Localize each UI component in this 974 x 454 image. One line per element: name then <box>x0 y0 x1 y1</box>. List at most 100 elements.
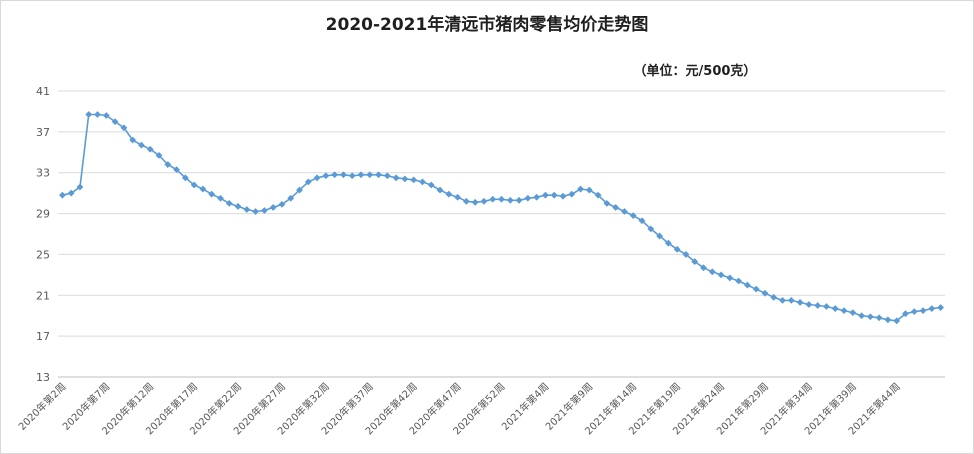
data-point <box>217 194 224 202</box>
data-point <box>260 207 268 214</box>
data-point <box>577 185 584 193</box>
y-tick-label: 17 <box>36 330 50 343</box>
data-point <box>173 166 180 174</box>
data-point <box>67 189 75 197</box>
data-point <box>129 136 137 144</box>
data-point <box>840 307 848 315</box>
data-point <box>638 217 646 225</box>
data-point <box>805 301 813 308</box>
data-point <box>58 191 66 199</box>
data-point <box>533 193 541 201</box>
data-point <box>111 118 119 126</box>
data-point <box>489 195 497 203</box>
data-point <box>787 296 795 304</box>
data-point <box>454 193 461 201</box>
data-point <box>919 307 927 315</box>
data-point <box>656 232 663 240</box>
data-point <box>814 302 822 309</box>
data-point <box>831 305 839 312</box>
data-point <box>910 308 918 316</box>
data-point <box>902 310 909 318</box>
data-point <box>208 190 216 198</box>
data-point <box>375 171 382 179</box>
data-point <box>893 317 901 325</box>
data-point <box>234 203 242 210</box>
data-point <box>427 181 435 189</box>
data-point <box>691 258 699 265</box>
y-tick-label: 21 <box>36 289 50 302</box>
data-point <box>568 190 576 198</box>
data-point <box>278 200 286 208</box>
data-point <box>858 312 865 320</box>
data-point <box>708 268 716 276</box>
data-point <box>673 245 681 253</box>
data-point <box>357 171 365 179</box>
data-point <box>647 225 655 233</box>
data-point <box>296 186 303 194</box>
data-point <box>559 192 567 200</box>
data-point <box>366 171 374 179</box>
data-point <box>542 191 549 199</box>
data-point <box>269 204 277 211</box>
data-point <box>612 204 620 211</box>
data-point <box>937 304 945 311</box>
data-point <box>796 299 804 306</box>
data-point <box>331 171 339 179</box>
data-point <box>252 208 259 215</box>
data-point <box>181 174 189 182</box>
data-point <box>392 174 400 182</box>
data-point <box>770 293 778 301</box>
data-point <box>85 111 93 118</box>
data-point <box>462 197 470 205</box>
data-point <box>524 194 532 202</box>
data-point <box>823 303 830 310</box>
data-point <box>199 185 207 193</box>
data-point <box>585 186 593 194</box>
data-point <box>190 181 198 189</box>
chart-title: 2020-2021年清远市猪肉零售均价走势图 <box>325 15 649 35</box>
data-point <box>664 239 672 247</box>
data-point <box>550 191 558 199</box>
series-line <box>62 113 941 322</box>
data-point <box>419 178 426 186</box>
data-point <box>120 124 128 132</box>
data-point <box>717 271 725 279</box>
data-point <box>779 296 786 304</box>
data-point <box>682 251 690 258</box>
data-point <box>726 274 734 282</box>
data-point <box>401 175 409 183</box>
y-tick-label: 33 <box>36 167 50 180</box>
data-point <box>94 111 101 118</box>
data-point <box>515 196 523 204</box>
data-point <box>621 208 628 215</box>
data-point <box>76 183 84 191</box>
data-point <box>383 172 391 180</box>
data-point <box>102 112 110 119</box>
data-point <box>884 316 892 324</box>
data-point <box>480 197 488 205</box>
y-tick-label: 37 <box>36 126 50 139</box>
data-point <box>225 199 233 207</box>
data-point <box>594 191 602 199</box>
data-point <box>761 289 769 297</box>
data-point <box>875 314 883 322</box>
data-point <box>445 190 453 198</box>
data-point <box>146 145 154 153</box>
data-point <box>287 194 295 202</box>
data-point <box>155 151 163 159</box>
unit-label: （单位：元/500克） <box>633 64 757 79</box>
data-point <box>348 172 356 180</box>
data-point <box>164 161 172 168</box>
data-point <box>849 309 857 317</box>
data-point <box>313 174 321 182</box>
data-point <box>340 171 347 179</box>
data-point <box>322 172 330 180</box>
y-tick-label: 13 <box>36 371 50 384</box>
data-point <box>506 196 514 204</box>
data-point <box>243 206 251 213</box>
data-point <box>928 305 936 312</box>
data-point <box>498 195 505 203</box>
data-point <box>436 186 444 194</box>
